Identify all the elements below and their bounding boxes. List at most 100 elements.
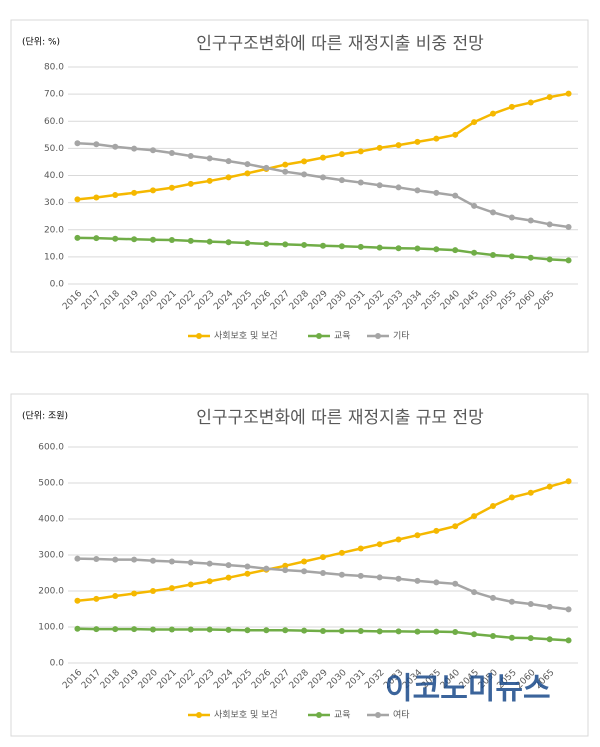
point xyxy=(376,144,383,151)
point xyxy=(225,574,232,581)
point xyxy=(565,90,572,97)
point xyxy=(490,209,496,216)
y-tick-label: 600.0 xyxy=(38,443,64,453)
point xyxy=(187,581,194,588)
point xyxy=(471,249,478,256)
point xyxy=(433,135,440,142)
point xyxy=(131,145,138,152)
point xyxy=(93,194,100,201)
point xyxy=(244,570,251,577)
point xyxy=(244,563,251,570)
point xyxy=(338,243,345,250)
point xyxy=(263,164,270,171)
point xyxy=(546,483,553,490)
y-tick-label: 40.0 xyxy=(44,171,64,181)
point xyxy=(395,245,402,252)
point xyxy=(395,184,402,191)
point xyxy=(168,585,175,592)
point xyxy=(74,196,81,203)
point xyxy=(452,131,459,138)
chart-frame xyxy=(10,19,589,353)
point xyxy=(414,532,421,539)
y-tick-label: 0.0 xyxy=(50,280,65,290)
point xyxy=(74,555,81,562)
y-tick-label: 100.0 xyxy=(38,623,64,633)
point xyxy=(452,192,459,199)
y-tick-label: 400.0 xyxy=(38,515,64,525)
watermark: 이코노미뉴스 xyxy=(385,672,551,707)
point xyxy=(301,158,308,165)
point xyxy=(471,513,478,520)
point xyxy=(282,627,289,634)
point xyxy=(112,143,119,150)
point xyxy=(452,247,459,254)
y-tick-label: 50.0 xyxy=(44,144,64,154)
y-tick-label: 20.0 xyxy=(44,225,64,235)
point xyxy=(414,245,421,252)
point xyxy=(320,554,326,561)
point xyxy=(490,633,496,639)
point xyxy=(546,94,553,101)
point xyxy=(282,241,289,248)
point xyxy=(452,629,459,636)
legend-label: 사회보호 및 보건 xyxy=(214,709,278,721)
point xyxy=(244,627,251,634)
point xyxy=(301,558,308,565)
point xyxy=(131,189,138,196)
point xyxy=(187,626,194,633)
point xyxy=(282,567,289,574)
point xyxy=(282,161,289,168)
point xyxy=(74,597,81,604)
point xyxy=(206,626,213,633)
point xyxy=(395,142,402,149)
point xyxy=(150,187,156,194)
point xyxy=(112,235,119,242)
point xyxy=(527,600,534,607)
y-tick-label: 60.0 xyxy=(44,117,64,127)
point xyxy=(376,574,383,581)
point xyxy=(565,606,572,613)
unit-label: (단위: 조원) xyxy=(22,411,68,422)
point xyxy=(225,158,232,165)
point xyxy=(244,170,251,177)
point xyxy=(546,636,553,643)
point xyxy=(357,243,364,250)
point xyxy=(187,559,194,566)
point xyxy=(357,148,364,155)
point xyxy=(414,628,421,635)
point xyxy=(433,527,440,534)
point xyxy=(452,523,459,530)
point xyxy=(357,545,364,552)
point xyxy=(508,253,515,260)
point xyxy=(320,174,326,181)
point xyxy=(338,177,345,184)
chart-title: 인구구조변화에 따른 재정지출 규모 전망 xyxy=(196,408,484,428)
point xyxy=(206,578,213,585)
point xyxy=(150,588,156,594)
point xyxy=(508,103,515,110)
point xyxy=(357,572,364,579)
point xyxy=(150,557,156,564)
point xyxy=(414,138,421,145)
y-tick-label: 0.0 xyxy=(50,659,65,669)
point xyxy=(471,631,478,638)
point xyxy=(244,161,251,168)
chart: 인구구조변화에 따른 재정지출 비중 전망 (단위: %) 0.0 10.0 20.0 3… xyxy=(22,34,578,342)
point xyxy=(471,202,478,209)
point xyxy=(433,189,440,196)
point xyxy=(376,244,383,251)
point xyxy=(168,558,175,565)
point xyxy=(471,589,478,596)
legend-label: 사회보호 및 보건 xyxy=(214,330,278,342)
legend-marker xyxy=(375,333,381,339)
point xyxy=(527,99,534,106)
point xyxy=(433,579,440,586)
point xyxy=(112,192,119,199)
point xyxy=(357,627,364,634)
legend-label: 여타 xyxy=(393,709,410,721)
point xyxy=(187,237,194,244)
point xyxy=(320,242,326,249)
point xyxy=(565,257,572,264)
point xyxy=(263,240,270,247)
